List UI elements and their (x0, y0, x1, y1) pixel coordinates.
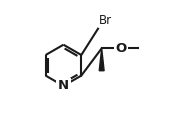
Text: N: N (58, 79, 69, 92)
Text: O: O (115, 42, 127, 55)
Polygon shape (99, 48, 104, 71)
Text: Br: Br (99, 14, 112, 27)
